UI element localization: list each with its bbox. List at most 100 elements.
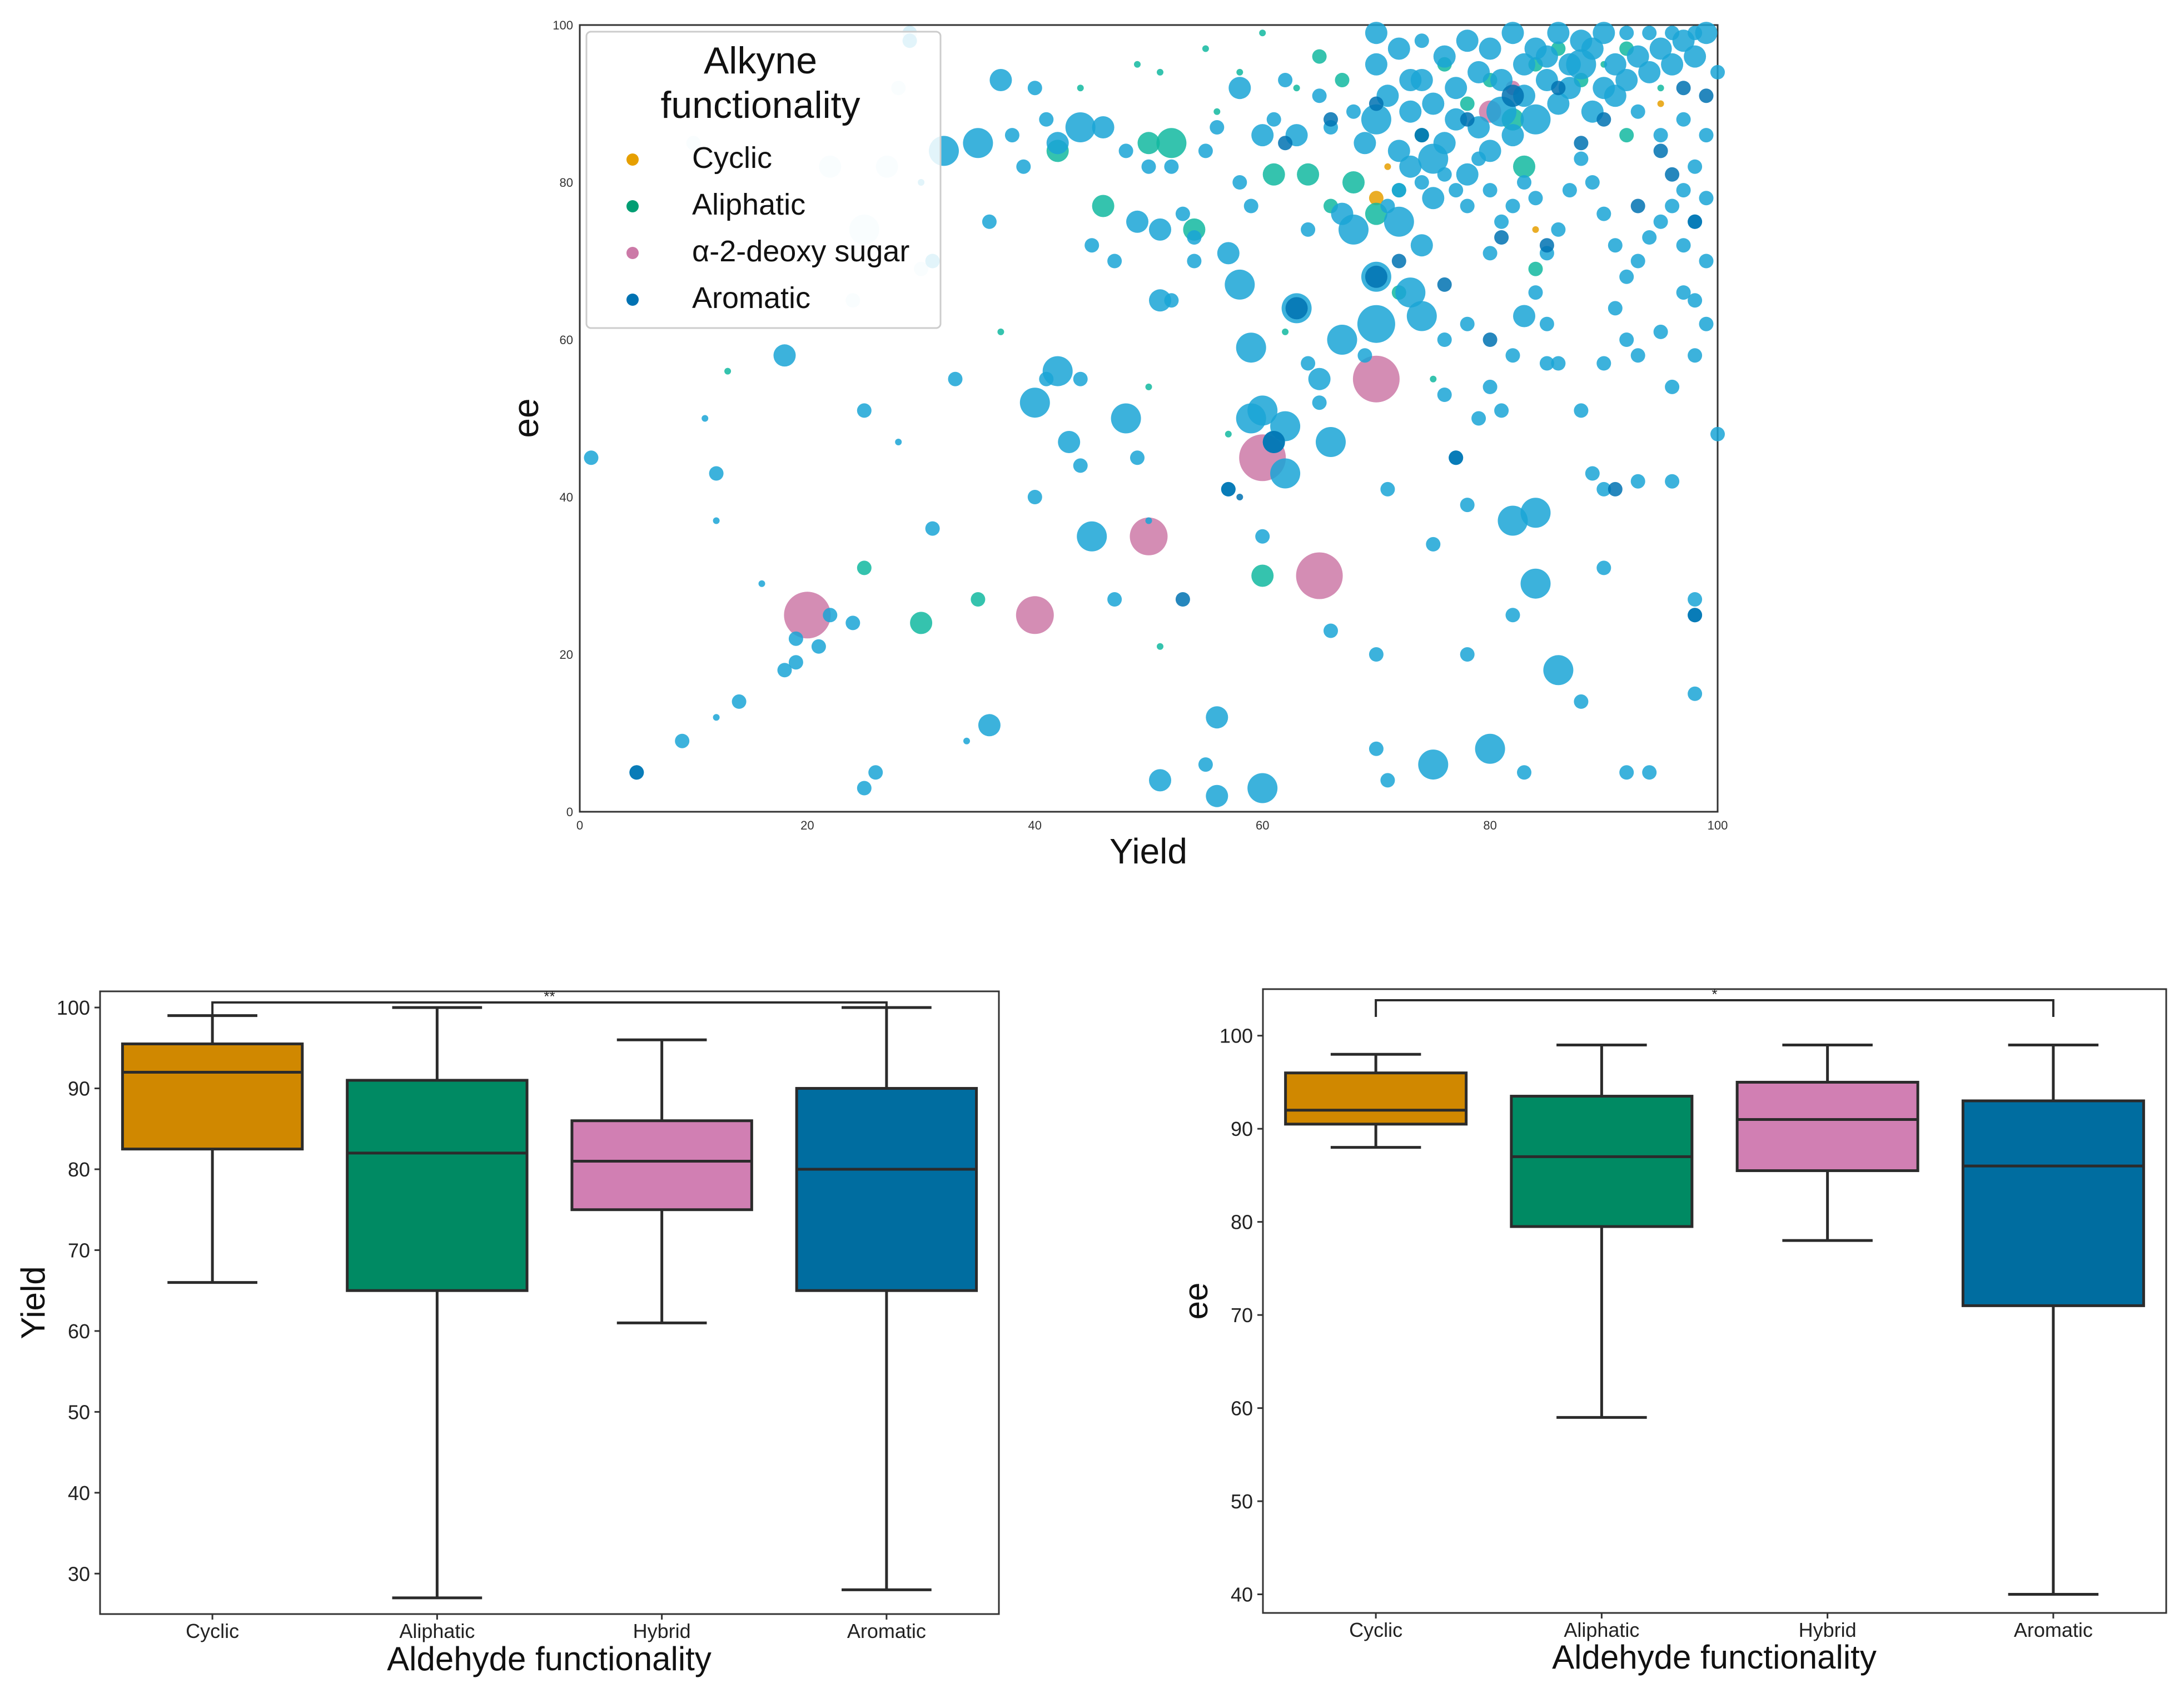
scatter-point [1460,647,1475,662]
scatter-point [1630,348,1645,363]
scatter-point [1547,22,1570,44]
scatter-point [1137,132,1160,155]
bracket-line [1375,999,2054,1017]
scatter-point [1187,254,1202,269]
scatter-point [1164,159,1179,174]
y-tick-label: 60 [1231,1397,1253,1420]
scatter-point [1236,332,1266,363]
y-tick-label: 90 [68,1078,90,1100]
scatter-point [1282,328,1289,335]
box-aromatic: Aromatic [1961,1043,2145,1641]
scatter-point [1312,88,1327,103]
scatter-point [1460,316,1475,331]
scatter-point [1528,261,1543,276]
scatter-point [788,655,803,670]
scatter-point [724,368,732,375]
box-aromatic: Aromatic [795,1006,978,1642]
scatter-x-tick-label: 0 [576,818,583,832]
scatter-point [1653,143,1668,158]
scatter-point [1262,431,1285,453]
scatter-point [1482,183,1498,198]
scatter-point [1285,297,1308,320]
scatter-point [1077,85,1084,92]
scatter-point [1445,108,1467,131]
scatter-point [1574,403,1589,418]
scatter-point [1456,163,1479,186]
scatter-point [1505,608,1520,623]
scatter-point [1297,163,1320,186]
scatter-point [857,781,872,796]
box-iqr [1961,1099,2145,1307]
scatter-point [1346,104,1361,119]
scatter-point [1528,191,1543,206]
scatter-y-tick-label: 100 [553,18,573,32]
scatter-point [1202,45,1209,52]
scatter-point [1157,643,1163,650]
scatter-point [1490,69,1513,91]
scatter-point [1251,124,1274,147]
scatter-point [1391,254,1406,269]
scatter-point [1073,371,1088,386]
scatter-point [1387,140,1410,162]
scatter-point [784,592,831,639]
x-tick-label: Cyclic [186,1620,239,1642]
scatter-point [1157,68,1163,76]
scatter-point [629,765,644,780]
scatter-point [1574,151,1589,166]
scatter-point [1585,175,1600,190]
scatter-point [857,403,872,418]
scatter-point [1422,187,1445,210]
scatter-point [1437,277,1452,292]
scatter-point [1266,112,1281,127]
scatter-point [1130,450,1145,465]
scatter-point [1259,29,1266,37]
scatter-point [1596,481,1611,497]
scatter-point [1460,112,1475,127]
scatter-point [1676,238,1691,253]
scatter-point [1695,22,1718,44]
x-tick-label: Hybrid [633,1620,691,1642]
scatter-point [1460,96,1475,111]
scatter-point [1027,490,1042,504]
scatter-point [788,631,803,646]
scatter-point [1198,143,1213,158]
scatter-point [1460,198,1475,214]
scatter-point [1665,26,1680,41]
scatter-point [713,714,720,721]
legend-marker-aliphatic [626,200,639,212]
scatter-point [1225,269,1255,300]
scatter-point [1517,765,1531,780]
scatter-point [1710,426,1725,441]
scatter-point [1391,183,1406,198]
scatter-point [1210,120,1225,135]
scatter-point [1482,246,1498,261]
scatter-point [1505,198,1520,214]
scatter-point [1551,356,1566,371]
scatter-point [1688,214,1703,229]
scatter-point [1657,100,1664,107]
scatter-point [1676,285,1691,300]
y-tick-label: 50 [68,1401,90,1423]
scatter-point [1414,128,1429,143]
scatter-y-tick-label: 0 [566,805,573,819]
scatter-point [1501,22,1524,44]
scatter-point [1395,277,1426,308]
scatter-point [1437,332,1452,347]
scatter-point [1399,155,1422,178]
scatter-point [1126,210,1148,233]
scatter-point [1301,222,1316,237]
y-tick-label: 70 [1231,1304,1253,1327]
scatter-point [675,733,690,748]
scatter-point [1418,749,1449,780]
scatter-point [1494,230,1509,245]
significance-label: ** [544,988,555,1005]
scatter-point [1699,316,1714,331]
scatter-point [1665,167,1680,182]
legend-label-aliphatic: Aliphatic [692,188,805,221]
scatter-point [1475,733,1505,764]
scatter-point [1414,175,1429,190]
scatter-point [1107,592,1122,607]
scatter-point [1665,198,1680,214]
scatter-point [1430,375,1437,383]
scatter-point [1608,481,1623,497]
